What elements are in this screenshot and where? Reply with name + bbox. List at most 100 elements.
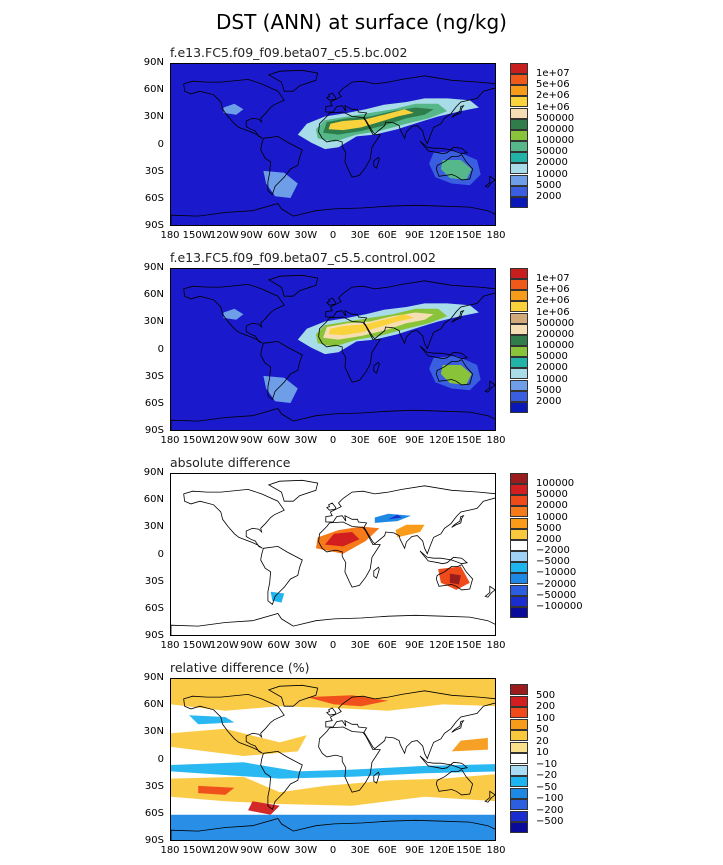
colorbar-swatch bbox=[510, 163, 528, 175]
colorbar-swatch bbox=[510, 753, 528, 764]
colorbar-swatch bbox=[510, 334, 528, 346]
map-plot-area bbox=[170, 678, 496, 841]
coastline-nz bbox=[484, 585, 495, 598]
colorbar-label: −10000 bbox=[536, 567, 577, 579]
coastline-africa bbox=[318, 521, 381, 588]
colorbar-swatch bbox=[510, 822, 528, 833]
colorbar-swatch bbox=[510, 799, 528, 810]
lon-tick-label: 30W bbox=[294, 435, 318, 446]
colorbar-label: 50000 bbox=[536, 351, 568, 363]
colorbar-label: 20000 bbox=[536, 157, 568, 169]
coastline-eurasia bbox=[325, 75, 495, 145]
coastline-indonesia bbox=[419, 550, 469, 565]
colorbar-swatch bbox=[510, 695, 528, 707]
lat-tick-label: 0 bbox=[157, 343, 164, 355]
colorbar-label: 2000 bbox=[536, 395, 562, 407]
coastline-namerica bbox=[183, 78, 285, 139]
contour-fill bbox=[395, 524, 425, 538]
colorbar-swatch bbox=[510, 152, 528, 164]
colorbar-label: −5000 bbox=[536, 556, 570, 568]
colorbar-label: 5e+06 bbox=[536, 79, 570, 91]
lon-tick-label: 30W bbox=[294, 640, 318, 651]
colorbar-swatch bbox=[510, 528, 528, 540]
coastline-madagascar bbox=[373, 566, 380, 579]
colorbar-swatch bbox=[510, 268, 528, 279]
colorbar-swatch bbox=[510, 718, 528, 730]
colorbar-swatch bbox=[510, 584, 528, 596]
coastline-eurasia bbox=[325, 690, 495, 760]
coastline-antarctica bbox=[171, 818, 495, 840]
lat-tick-label: 30N bbox=[143, 316, 164, 328]
contour-fill bbox=[328, 109, 414, 131]
lat-tick-label: 0 bbox=[157, 753, 164, 765]
colorbar-swatch bbox=[510, 290, 528, 302]
coastline-antarctica bbox=[171, 408, 495, 430]
lat-tick-label: 30N bbox=[143, 521, 164, 533]
colorbar-label: 5000 bbox=[536, 522, 562, 534]
contour-fill bbox=[198, 785, 235, 795]
lon-tick-label: 120W bbox=[209, 435, 239, 446]
colorbar-label: −10 bbox=[536, 758, 558, 770]
lat-tick-label: 30N bbox=[143, 726, 164, 738]
coastline-indonesia bbox=[419, 140, 469, 155]
coastline-madagascar bbox=[373, 156, 380, 169]
coastline-samerica bbox=[260, 135, 303, 196]
colorbar-label: 200000 bbox=[536, 328, 575, 340]
lat-tick-label: 90S bbox=[144, 220, 164, 231]
lat-tick-label: 90N bbox=[143, 672, 164, 683]
lon-tick-label: 90E bbox=[404, 435, 425, 446]
lon-tick-label: 30E bbox=[350, 845, 370, 856]
contour-fill bbox=[388, 514, 402, 520]
lon-tick-label: 30W bbox=[294, 230, 318, 241]
lat-tick-label: 60S bbox=[144, 192, 164, 204]
colorbar-swatch bbox=[510, 484, 528, 496]
colorbar-label: 2e+06 bbox=[536, 90, 570, 102]
lon-tick-label: 60W bbox=[267, 435, 290, 446]
lon-tick-label: 180 bbox=[486, 845, 506, 856]
colorbar-swatch bbox=[510, 107, 528, 119]
colorbar-swatch bbox=[510, 185, 528, 197]
lon-tick-label: 180 bbox=[486, 640, 506, 651]
colorbar-swatch bbox=[510, 506, 528, 518]
colorbar-label: 2e+06 bbox=[536, 295, 570, 307]
coastline-africa bbox=[318, 111, 381, 178]
coastline-australia bbox=[435, 359, 474, 386]
colorbar-label: −2000 bbox=[536, 545, 570, 557]
coastline-samerica bbox=[260, 340, 303, 401]
coastline-madagascar bbox=[373, 361, 380, 374]
lat-tick-label: 0 bbox=[157, 548, 164, 560]
lon-tick-label: 60E bbox=[377, 640, 397, 651]
colorbar-swatch bbox=[510, 312, 528, 324]
coastline-nz bbox=[484, 790, 495, 803]
lon-tick-label: 120E bbox=[428, 230, 455, 241]
colorbar-swatch bbox=[510, 787, 528, 799]
lon-tick-label: 0 bbox=[329, 845, 337, 856]
contour-fill bbox=[223, 308, 244, 320]
coastline-namerica bbox=[183, 488, 285, 549]
colorbar-swatch bbox=[510, 63, 528, 74]
colorbar-label: −50 bbox=[536, 781, 558, 793]
lon-tick-label: 180 bbox=[486, 230, 506, 241]
contour-fill bbox=[189, 715, 235, 725]
lon-tick-label: 150W bbox=[182, 230, 212, 241]
contour-fill bbox=[171, 762, 495, 779]
lat-tick-label: 30S bbox=[144, 165, 164, 177]
colorbar-label: 500000 bbox=[536, 112, 575, 124]
colorbar-label: 10000 bbox=[536, 168, 568, 180]
colorbar-swatch bbox=[510, 764, 528, 776]
lat-tick-label: 30S bbox=[144, 370, 164, 382]
colorbar-label: 10 bbox=[536, 747, 549, 758]
colorbar-swatch bbox=[510, 473, 528, 484]
coastline-australia bbox=[435, 769, 474, 796]
colorbar-swatch bbox=[510, 141, 528, 153]
coastline-nz bbox=[484, 380, 495, 393]
colorbar-swatch bbox=[510, 606, 528, 618]
lon-tick-label: 180 bbox=[160, 230, 180, 241]
coastline-uk bbox=[326, 502, 337, 511]
colorbar-swatch bbox=[510, 129, 528, 141]
map-plot-area bbox=[170, 63, 496, 226]
lon-tick-label: 90W bbox=[240, 230, 263, 241]
lon-tick-label: 120E bbox=[428, 435, 455, 446]
lon-tick-label: 60W bbox=[267, 640, 290, 651]
colorbar-swatch bbox=[510, 595, 528, 607]
